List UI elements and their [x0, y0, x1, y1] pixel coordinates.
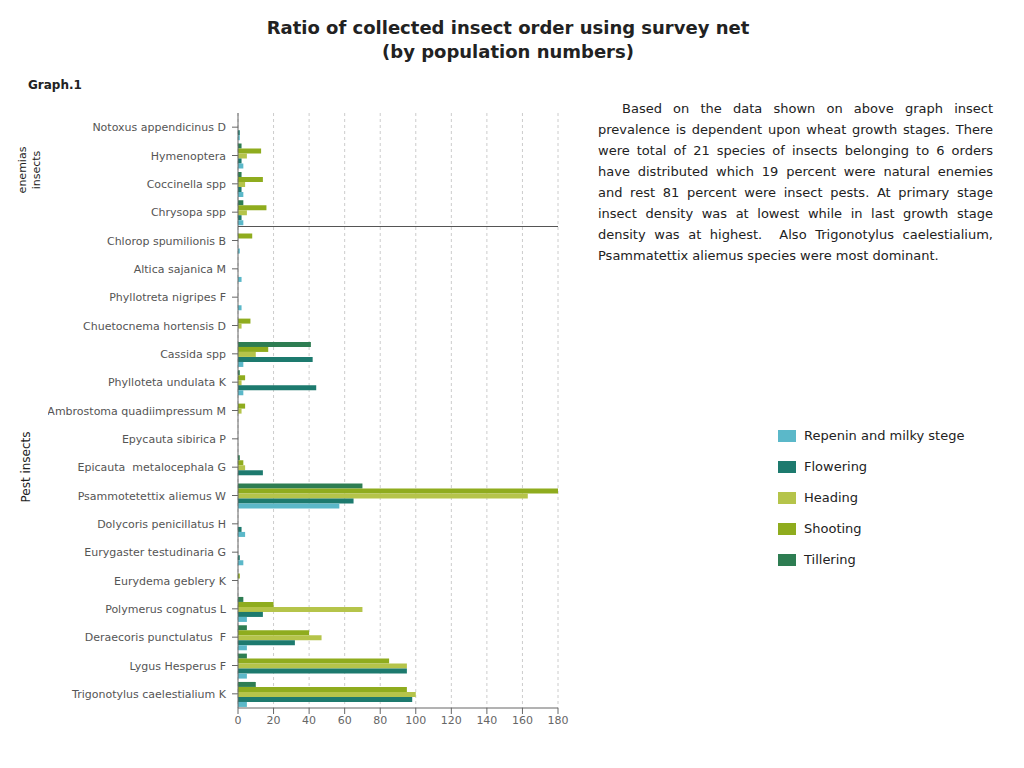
svg-text:160: 160: [512, 714, 533, 727]
svg-text:Altica sajanica M: Altica sajanica M: [134, 263, 226, 276]
html-text:enemias: enemias: [15, 146, 29, 193]
svg-text:40: 40: [302, 714, 316, 727]
svg-text:60: 60: [338, 714, 352, 727]
svg-text:Chuetocnema hortensis D: Chuetocnema hortensis D: [83, 320, 226, 333]
svg-text:Epicauta metalocephala G: Epicauta metalocephala G: [78, 461, 226, 474]
svg-text:Chlorop spumilionis B: Chlorop spumilionis B: [107, 235, 226, 248]
svg-text:Trigonotylus caelestialium K: Trigonotylus caelestialium K: [71, 688, 227, 701]
svg-text:Phyllotreta nigripes F: Phyllotreta nigripes F: [109, 291, 226, 304]
html-text:(by population numbers): (by population numbers): [382, 41, 634, 62]
html-text:Tillering: Tillering: [804, 552, 856, 567]
svg-text:Eurygaster testudinaria G: Eurygaster testudinaria G: [84, 546, 226, 559]
svg-text:100: 100: [405, 714, 426, 727]
svg-text:20: 20: [267, 714, 281, 727]
svg-text:Epycauta sibirica P: Epycauta sibirica P: [122, 433, 226, 446]
svg-text:Phylloteta undulata K: Phylloteta undulata K: [108, 376, 227, 389]
svg-text:Cassida spp: Cassida spp: [160, 348, 226, 361]
html-text:Repenin and milky stege: Repenin and milky stege: [804, 428, 965, 443]
svg-text:180: 180: [548, 714, 569, 727]
svg-text:120: 120: [441, 714, 462, 727]
svg-text:Polymerus cognatus L: Polymerus cognatus L: [105, 603, 227, 616]
svg-text:Lygus Hesperus F: Lygus Hesperus F: [130, 660, 226, 673]
svg-text:Ambrostoma quadiimpressum M: Ambrostoma quadiimpressum M: [48, 405, 226, 418]
svg-text:Hymenoptera: Hymenoptera: [151, 150, 226, 163]
svg-text:Psammotetettix aliemus W: Psammotetettix aliemus W: [78, 490, 226, 503]
svg-text:Eurydema geblery K: Eurydema geblery K: [114, 575, 227, 588]
html-text:Ratio of collected insect orde: Ratio of collected insect order using su…: [266, 17, 750, 38]
svg-text:80: 80: [373, 714, 387, 727]
html-text:insects: insects: [29, 150, 43, 189]
html-text:Flowering: Flowering: [804, 459, 868, 474]
html-text:Pest insects: Pest insects: [19, 431, 33, 503]
html-text:Heading: Heading: [804, 490, 859, 505]
svg-text:Chrysopa spp: Chrysopa spp: [151, 206, 226, 219]
html-text:Graph.1: Graph.1: [28, 78, 82, 92]
svg-text:Notoxus appendicinus D: Notoxus appendicinus D: [92, 121, 226, 134]
svg-text:140: 140: [476, 714, 497, 727]
html-text:Shooting: Shooting: [804, 521, 862, 536]
svg-text:0: 0: [235, 714, 242, 727]
html-text:Based on the data shown on abo: Based on the data shown on above graph i…: [598, 101, 998, 263]
svg-text:Deraecoris punctulatus F: Deraecoris punctulatus F: [85, 631, 226, 644]
svg-text:Dolycoris penicillatus H: Dolycoris penicillatus H: [97, 518, 226, 531]
svg-text:Coccinella spp: Coccinella spp: [147, 178, 226, 191]
